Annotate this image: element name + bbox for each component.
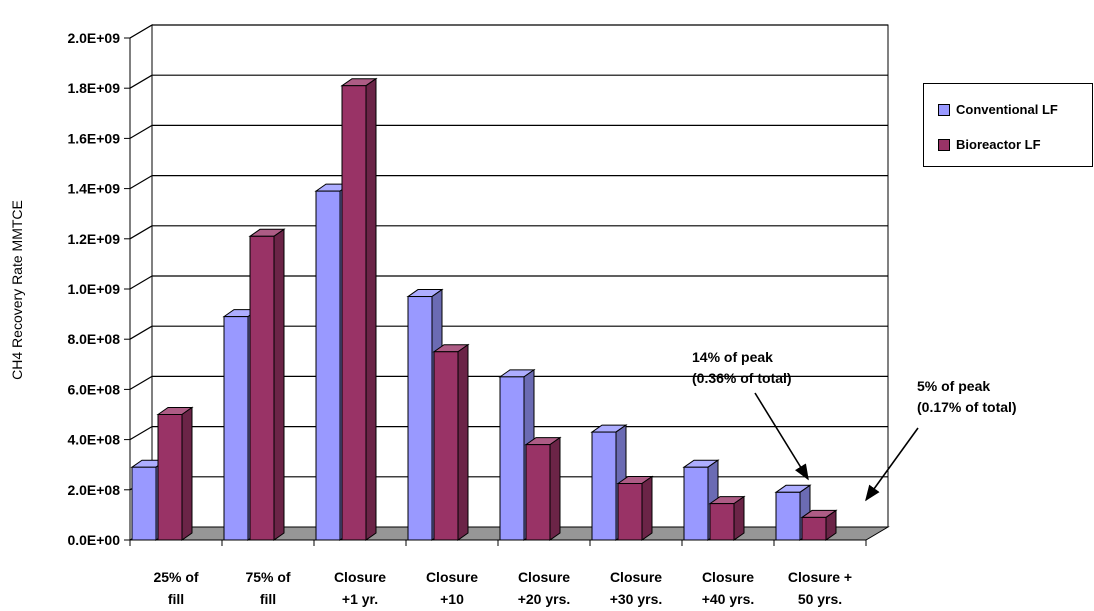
x-tick-label: Closure +10 xyxy=(426,569,478,607)
bar-bioreactor-5 xyxy=(616,475,654,541)
bar-series xyxy=(130,77,838,541)
bar-front xyxy=(341,85,367,541)
bar-front xyxy=(433,351,459,541)
gridline-side xyxy=(129,275,153,290)
y-tick-label: 8.0E+08 xyxy=(67,331,120,347)
bar-side xyxy=(365,77,377,541)
x-tick-label: Closure +20 yrs. xyxy=(518,569,571,607)
bar-front xyxy=(499,376,525,541)
x-tick-label: Closure +40 yrs. xyxy=(702,569,755,607)
bar-side xyxy=(273,228,285,541)
x-tick-label: Closure +50 yrs. xyxy=(788,569,852,607)
bar-front xyxy=(249,235,275,541)
bar-front xyxy=(801,516,827,541)
x-tick-label: 75% of fill xyxy=(245,569,290,607)
annotation-0: 14% of peak (0.36% of total) xyxy=(692,349,809,481)
y-axis: 0.0E+00 2.0E+08 4.0E+08 6.0E+08 8.0E+08 1.0E+… xyxy=(67,30,131,548)
y-tick-label: 2.0E+08 xyxy=(67,482,120,498)
annotation-arrow xyxy=(754,392,809,481)
bar-front xyxy=(591,431,617,541)
bar-bioreactor-7 xyxy=(800,509,838,541)
bar-front xyxy=(131,466,157,541)
annotation-text: 14% of peak (0.36% of total) xyxy=(692,349,792,386)
y-tick-label: 1.0E+09 xyxy=(67,281,120,297)
bar-front xyxy=(525,444,551,541)
y-tick-label: 0.0E+00 xyxy=(67,532,120,548)
gridline-side xyxy=(129,24,153,39)
bar-side xyxy=(181,406,193,541)
bar-front xyxy=(407,296,433,541)
bar-front xyxy=(709,503,735,541)
bar-bioreactor-6 xyxy=(708,495,746,541)
x-axis: 25% of fill 75% of fill Closure +1 yr. Closure… xyxy=(129,539,867,607)
gridline-side xyxy=(129,175,153,190)
bar-bioreactor-2 xyxy=(340,77,378,541)
legend-item-bioreactor: Bioreactor LF xyxy=(938,137,1041,152)
y-tick-label: 1.8E+09 xyxy=(67,80,120,96)
legend-label-conventional: Conventional LF xyxy=(956,102,1058,117)
gridline-side xyxy=(129,225,153,240)
bar-front xyxy=(683,466,709,541)
bar-front xyxy=(617,483,643,541)
bar-front xyxy=(315,190,341,541)
y-tick-label: 1.2E+09 xyxy=(67,231,120,247)
y-tick-label: 4.0E+08 xyxy=(67,432,120,448)
gridline-side xyxy=(129,325,153,340)
legend-item-conventional: Conventional LF xyxy=(938,102,1058,117)
y-axis-label: CH4 Recovery Rate MMTCE xyxy=(9,200,25,380)
x-tick-label: Closure +1 yr. xyxy=(334,569,386,607)
bar-bioreactor-1 xyxy=(248,228,286,541)
bar-bioreactor-4 xyxy=(524,436,562,541)
gridline-side xyxy=(129,74,153,89)
y-tick-label: 1.6E+09 xyxy=(67,130,120,146)
x-tick-label: 25% of fill xyxy=(153,569,198,607)
bar-front xyxy=(157,414,183,541)
legend-swatch-bioreactor xyxy=(938,138,950,151)
y-tick-label: 1.4E+09 xyxy=(67,181,120,197)
gridline-side xyxy=(129,375,153,390)
bar-bioreactor-3 xyxy=(432,343,470,541)
bar-front xyxy=(775,491,801,541)
bar-side xyxy=(641,475,653,541)
gridline-side xyxy=(129,124,153,139)
bar-side xyxy=(457,343,469,541)
x-tick-label: Closure +30 yrs. xyxy=(610,569,663,607)
annotations: 14% of peak (0.36% of total) 5% of peak (0.… xyxy=(692,349,1017,502)
annotation-text: 5% of peak (0.17% of total) xyxy=(917,378,1017,415)
y-tick-label: 2.0E+09 xyxy=(67,30,120,46)
gridline-side xyxy=(129,426,153,441)
legend: Conventional LF Bioreactor LF xyxy=(923,83,1093,167)
legend-label-bioreactor: Bioreactor LF xyxy=(956,137,1041,152)
legend-swatch-conventional xyxy=(938,103,950,116)
y-tick-label: 6.0E+08 xyxy=(67,381,120,397)
annotation-1: 5% of peak (0.17% of total) xyxy=(865,378,1017,502)
annotation-arrow xyxy=(865,427,919,502)
bar-front xyxy=(223,316,249,541)
bar-bioreactor-0 xyxy=(156,406,194,541)
bar-side xyxy=(733,495,745,541)
bar-side xyxy=(549,436,561,541)
